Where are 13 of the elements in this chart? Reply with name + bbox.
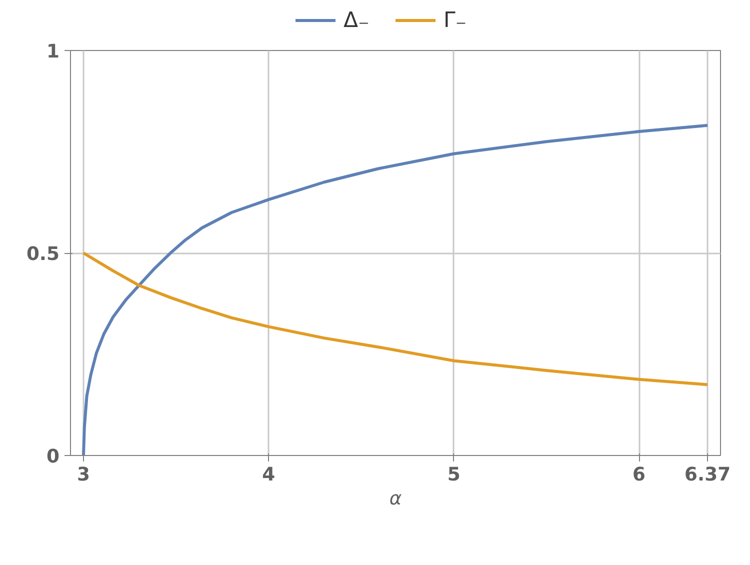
x-tick-label: 6.37 xyxy=(684,464,731,486)
x-tick-label: 3 xyxy=(76,464,90,486)
y-tick-label: 0.5 xyxy=(26,244,60,265)
y-tick-label: 0 xyxy=(46,446,60,468)
y-tick-label: 1 xyxy=(46,42,60,62)
x-axis-title: α xyxy=(389,488,402,510)
x-tick-label: 6 xyxy=(632,464,646,486)
legend-label: Γ₋ xyxy=(444,8,467,33)
line-series xyxy=(82,252,710,386)
line-series xyxy=(82,124,710,456)
legend-label: Δ₋ xyxy=(344,8,370,33)
x-tick-label: 4 xyxy=(262,464,276,486)
x-tick-label: 5 xyxy=(447,464,460,486)
